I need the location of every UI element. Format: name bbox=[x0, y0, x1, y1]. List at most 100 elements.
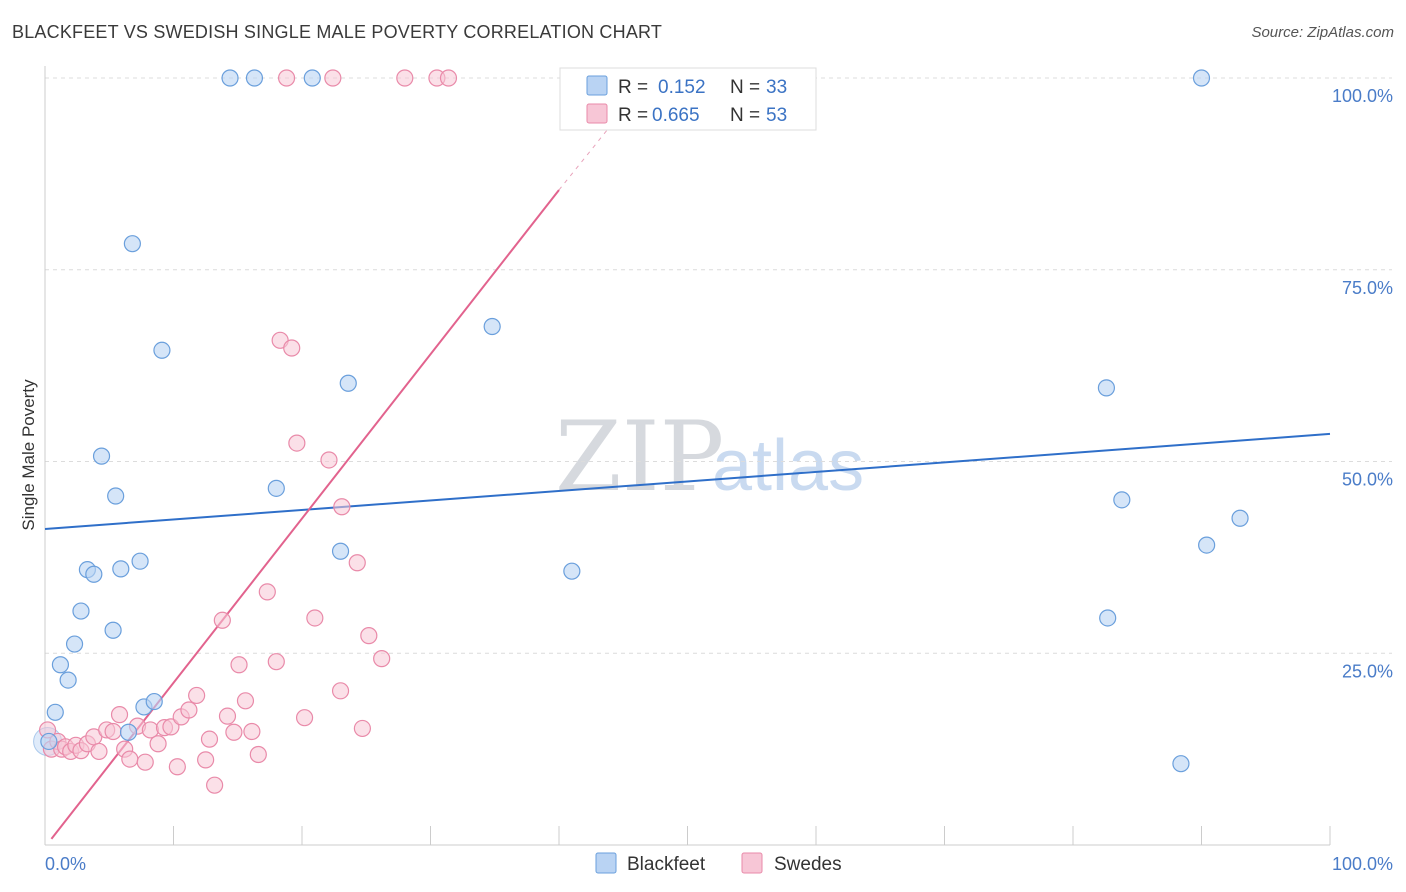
data-point-blackfeet bbox=[339, 374, 357, 392]
axes: 25.0% 50.0% 75.0% 100.0% 0.0% 100.0% bbox=[44, 66, 1393, 874]
data-point-blackfeet bbox=[92, 447, 111, 465]
data-point-swedes bbox=[331, 682, 350, 700]
data-point-swedes bbox=[348, 554, 366, 572]
data-point-blackfeet bbox=[65, 635, 84, 653]
data-point-blackfeet bbox=[123, 235, 141, 253]
x-tick-label: 100.0% bbox=[1332, 854, 1393, 874]
data-point-swedes bbox=[243, 722, 261, 741]
bottom-legend-blackfeet: Blackfeet bbox=[627, 854, 706, 875]
data-point-swedes bbox=[333, 498, 351, 516]
data-point-swedes bbox=[277, 69, 296, 87]
legend-n-value: 53 bbox=[766, 105, 787, 126]
legend-n-value: 33 bbox=[766, 77, 787, 98]
data-point-swedes bbox=[353, 719, 371, 738]
data-point-swedes bbox=[396, 69, 414, 87]
legend-swatch-blackfeet bbox=[586, 75, 608, 96]
data-point-blackfeet bbox=[267, 479, 285, 497]
data-point-swedes bbox=[90, 742, 108, 761]
data-points bbox=[33, 69, 1249, 794]
legend-r-value: 0.665 bbox=[652, 105, 700, 126]
y-axis-label: Single Male Poverty bbox=[19, 379, 38, 531]
data-point-swedes bbox=[373, 650, 391, 668]
data-point-swedes bbox=[306, 609, 324, 627]
data-point-blackfeet bbox=[145, 692, 163, 711]
data-point-swedes bbox=[360, 627, 378, 645]
data-point-blackfeet bbox=[46, 703, 64, 721]
data-point-swedes bbox=[236, 692, 255, 710]
data-point-swedes bbox=[283, 339, 301, 357]
data-point-swedes bbox=[324, 69, 342, 87]
data-point-swedes bbox=[213, 611, 231, 629]
data-point-swedes bbox=[121, 750, 139, 768]
trend-line-blackfeet bbox=[44, 432, 1331, 530]
legend-box: R = 0.152 N = 33 R = 0.665 N = 53 bbox=[559, 67, 817, 131]
data-point-swedes bbox=[249, 745, 267, 764]
legend-n-label: N = bbox=[730, 105, 760, 126]
data-point-swedes bbox=[288, 434, 306, 452]
data-point-blackfeet bbox=[245, 69, 264, 87]
y-tick-label: 50.0% bbox=[1342, 470, 1393, 490]
data-point-swedes bbox=[218, 707, 237, 725]
data-point-blackfeet bbox=[59, 671, 77, 689]
data-point-blackfeet bbox=[153, 341, 171, 359]
data-point-swedes bbox=[320, 451, 338, 469]
data-point-blackfeet bbox=[1099, 609, 1117, 627]
data-point-blackfeet bbox=[107, 487, 125, 505]
data-point-swedes bbox=[267, 653, 285, 671]
data-point-swedes bbox=[225, 723, 243, 741]
data-point-blackfeet bbox=[221, 69, 239, 87]
data-point-swedes bbox=[104, 722, 122, 741]
data-point-blackfeet bbox=[1231, 509, 1249, 527]
legend-r-label: R = bbox=[618, 105, 648, 126]
data-point-swedes bbox=[162, 718, 180, 736]
data-point-swedes bbox=[168, 758, 186, 776]
data-point-swedes bbox=[136, 753, 154, 771]
watermark-zip: ZIP bbox=[555, 401, 724, 513]
data-point-blackfeet bbox=[85, 565, 103, 583]
data-point-swedes bbox=[188, 686, 206, 705]
data-point-blackfeet bbox=[331, 542, 350, 560]
data-point-blackfeet bbox=[1198, 536, 1216, 554]
y-tick-label: 100.0% bbox=[1332, 86, 1393, 106]
chart-title: BLACKFEET VS SWEDISH SINGLE MALE POVERTY… bbox=[12, 22, 663, 42]
data-point-blackfeet bbox=[51, 656, 70, 674]
data-point-blackfeet bbox=[104, 621, 122, 639]
grid-lines bbox=[45, 77, 1392, 654]
bottom-legend-swedes: Swedes bbox=[774, 854, 842, 875]
bottom-legend-swatch-swedes bbox=[741, 852, 763, 874]
data-point-swedes bbox=[149, 735, 167, 753]
y-tick-label: 75.0% bbox=[1342, 278, 1393, 298]
data-point-blackfeet bbox=[1097, 379, 1116, 397]
data-point-blackfeet bbox=[1172, 755, 1190, 773]
legend-swatch-swedes bbox=[586, 103, 608, 124]
legend-r-value: 0.152 bbox=[658, 77, 706, 98]
data-point-swedes bbox=[110, 706, 129, 724]
bottom-legend: Blackfeet Swedes bbox=[595, 852, 842, 875]
data-point-blackfeet bbox=[303, 69, 321, 87]
data-point-swedes bbox=[180, 701, 198, 719]
x-tick-label: 0.0% bbox=[45, 854, 86, 874]
data-point-swedes bbox=[439, 69, 458, 87]
y-tick-label: 25.0% bbox=[1342, 661, 1393, 681]
data-point-swedes bbox=[295, 709, 314, 727]
data-point-blackfeet bbox=[119, 723, 138, 741]
data-point-swedes bbox=[258, 583, 276, 601]
source-label[interactable]: Source: ZipAtlas.com bbox=[1251, 24, 1394, 41]
data-point-blackfeet bbox=[112, 560, 130, 578]
data-point-swedes bbox=[200, 730, 219, 748]
data-point-blackfeet bbox=[131, 552, 149, 570]
bottom-legend-swatch-blackfeet bbox=[595, 852, 617, 874]
data-point-blackfeet bbox=[72, 602, 90, 620]
data-point-blackfeet bbox=[563, 562, 581, 580]
data-point-swedes bbox=[197, 751, 215, 769]
legend-n-label: N = bbox=[730, 77, 760, 98]
data-point-swedes bbox=[206, 776, 224, 794]
legend-r-label: R = bbox=[618, 77, 648, 98]
data-point-blackfeet bbox=[1113, 491, 1131, 509]
data-point-swedes bbox=[230, 656, 248, 674]
data-point-blackfeet bbox=[40, 732, 58, 751]
data-point-blackfeet bbox=[1192, 69, 1211, 87]
watermark-atlas: atlas bbox=[712, 426, 864, 506]
data-point-blackfeet bbox=[483, 317, 501, 336]
